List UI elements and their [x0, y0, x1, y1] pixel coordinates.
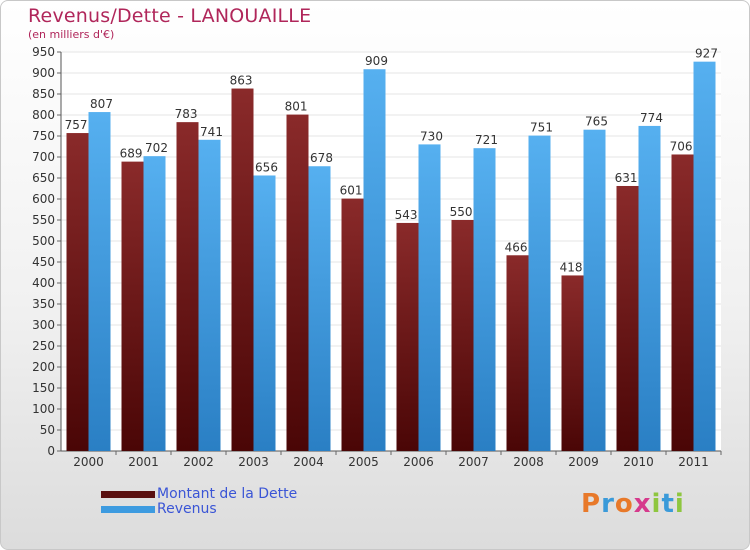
y-tick-label: 850	[32, 87, 55, 101]
x-tick-label: 2001	[128, 455, 159, 469]
bar-revenus	[253, 175, 276, 452]
y-tick-label: 250	[32, 339, 55, 353]
bar-revenus	[308, 166, 331, 452]
data-label-dette: 757	[65, 118, 88, 132]
y-tick-label: 650	[32, 171, 55, 185]
x-tick-label: 2007	[458, 455, 489, 469]
y-tick-label: 750	[32, 129, 55, 143]
data-label-revenus: 751	[530, 121, 553, 135]
y-tick-label: 900	[32, 66, 55, 80]
bar-dette	[671, 154, 694, 452]
plot-area	[61, 52, 721, 451]
data-label-dette: 601	[340, 184, 363, 198]
bar-dette	[341, 198, 364, 451]
data-label-dette: 631	[615, 171, 638, 185]
chart-subtitle: (en milliers d'€)	[28, 28, 115, 41]
x-tick-label: 2011	[678, 455, 709, 469]
y-tick-label: 50	[40, 423, 55, 437]
bar-dette	[616, 185, 639, 452]
bar-dette	[396, 222, 419, 451]
x-tick-label: 2004	[293, 455, 324, 469]
y-tick-label: 700	[32, 150, 55, 164]
data-label-revenus: 656	[255, 160, 278, 174]
legend-swatch-dette	[101, 491, 155, 498]
bar-dette	[121, 161, 144, 451]
y-tick-label: 450	[32, 255, 55, 269]
bar-dette	[286, 114, 309, 451]
y-tick-label: 200	[32, 360, 55, 374]
bar-revenus	[418, 144, 441, 451]
data-label-revenus: 765	[585, 115, 608, 129]
data-label-revenus: 927	[695, 47, 718, 61]
data-label-revenus: 909	[365, 54, 388, 68]
x-tick-label: 2009	[568, 455, 599, 469]
x-tick-label: 2006	[403, 455, 434, 469]
bar-dette	[561, 275, 584, 451]
data-label-revenus: 774	[640, 111, 663, 125]
y-tick-label: 800	[32, 108, 55, 122]
logo-letter: P	[581, 489, 602, 519]
logo-letter: t	[661, 489, 675, 519]
y-tick-label: 400	[32, 276, 55, 290]
x-tick-label: 2003	[238, 455, 269, 469]
bar-revenus	[363, 69, 386, 451]
y-tick-label: 350	[32, 297, 55, 311]
y-tick-label: 950	[32, 45, 55, 59]
data-label-dette: 550	[450, 205, 473, 219]
logo-letter: r	[601, 489, 615, 519]
data-label-dette: 783	[175, 107, 198, 121]
data-label-dette: 543	[395, 208, 418, 222]
proxiti-logo: Proxiti	[581, 489, 685, 519]
bar-dette	[451, 220, 474, 451]
x-tick-label: 2002	[183, 455, 214, 469]
legend-swatch-revenus	[101, 506, 155, 513]
logo-letter: o	[614, 489, 634, 519]
data-label-dette: 689	[120, 147, 143, 161]
data-label-revenus: 721	[475, 133, 498, 147]
legend-label-dette: Montant de la Dette	[157, 486, 298, 502]
bar-dette	[506, 255, 529, 451]
data-label-dette: 706	[670, 139, 693, 153]
y-tick-label: 600	[32, 192, 55, 206]
data-label-revenus: 678	[310, 151, 333, 165]
data-label-revenus: 702	[145, 141, 168, 155]
data-label-dette: 466	[505, 240, 528, 254]
y-tick-label: 150	[32, 381, 55, 395]
bar-dette	[66, 133, 89, 451]
legend-label-revenus: Revenus	[157, 501, 217, 517]
x-tick-label: 2010	[623, 455, 654, 469]
data-label-dette: 801	[285, 100, 308, 114]
data-label-revenus: 741	[200, 125, 223, 139]
data-label-dette: 418	[560, 260, 583, 274]
logo-letter: i	[651, 489, 662, 519]
x-tick-label: 2005	[348, 455, 379, 469]
bar-dette	[231, 88, 254, 451]
data-label-dette: 863	[230, 74, 253, 88]
bar-revenus	[473, 148, 496, 451]
logo-letter: i	[674, 489, 685, 519]
data-label-revenus: 807	[90, 97, 113, 111]
bar-revenus	[693, 61, 716, 451]
x-tick-label: 2000	[73, 455, 104, 469]
y-tick-label: 500	[32, 234, 55, 248]
bar-revenus	[143, 156, 166, 451]
logo-letter: x	[633, 489, 652, 519]
bar-revenus	[528, 135, 551, 451]
bar-dette	[176, 122, 199, 451]
y-tick-label: 300	[32, 318, 55, 332]
bar-revenus	[583, 129, 606, 451]
bar-revenus	[88, 112, 111, 451]
bar-revenus	[198, 139, 221, 451]
bar-revenus	[638, 125, 661, 452]
y-tick-label: 0	[47, 444, 55, 458]
data-label-revenus: 730	[420, 129, 443, 143]
chart-title: Revenus/Dette - LANOUAILLE	[28, 5, 312, 27]
y-tick-label: 550	[32, 213, 55, 227]
x-tick-label: 2008	[513, 455, 544, 469]
y-tick-label: 100	[32, 402, 55, 416]
